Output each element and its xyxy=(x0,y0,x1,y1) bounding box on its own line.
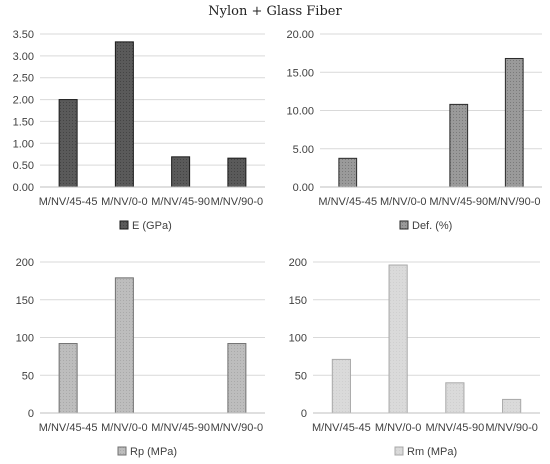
y-tick-label: 15.00 xyxy=(286,67,314,79)
bar xyxy=(114,277,134,414)
x-tick-label: M/NV/45-90 xyxy=(151,196,210,208)
x-tick-label: M/NV/0-0 xyxy=(101,422,147,434)
bar xyxy=(227,157,247,188)
x-tick-label: M/NV/45-90 xyxy=(429,196,488,208)
y-tick-label: 2.50 xyxy=(13,73,34,85)
x-tick-label: M/NV/0-0 xyxy=(375,422,421,434)
y-tick-label: 1.50 xyxy=(13,116,34,128)
legend-label: Rm (MPa) xyxy=(407,446,457,458)
y-tick-label: 0 xyxy=(301,408,307,420)
bar xyxy=(227,343,247,414)
bar xyxy=(338,157,358,188)
x-tick-label: M/NV/90-0 xyxy=(211,196,264,208)
x-tick-label: M/NV/90-0 xyxy=(488,196,541,208)
y-tick-label: 50 xyxy=(22,370,34,382)
chart-title: Nylon + Glass Fiber xyxy=(208,4,342,19)
bar xyxy=(114,41,134,188)
y-tick-label: 3.00 xyxy=(13,51,34,63)
bar xyxy=(331,358,351,414)
y-tick-label: 0 xyxy=(28,408,34,420)
y-tick-label: 200 xyxy=(289,257,307,269)
legend-swatch xyxy=(119,220,129,230)
y-tick-label: 20.00 xyxy=(286,29,314,41)
y-tick-label: 50 xyxy=(295,370,307,382)
y-tick-label: 1.00 xyxy=(13,138,34,150)
y-tick-label: 150 xyxy=(289,295,307,307)
bar xyxy=(449,103,469,188)
y-tick-label: 10.00 xyxy=(286,106,314,118)
legend-swatch xyxy=(399,220,409,230)
legend-label: Def. (%) xyxy=(412,220,452,232)
y-tick-label: 0.50 xyxy=(13,160,34,172)
y-tick-label: 0.00 xyxy=(293,182,314,194)
y-tick-label: 0.00 xyxy=(13,182,34,194)
x-tick-label: M/NV/45-45 xyxy=(39,196,98,208)
x-tick-label: M/NV/0-0 xyxy=(380,196,426,208)
chart-panel-3: 0 50 100 150 200 M/NV/45-45 M/NV/0-0 M/NV/45-90… xyxy=(16,257,265,458)
x-tick-label: M/NV/0-0 xyxy=(101,196,147,208)
chart-panel-4: 0 50 100 150 200 M/NV/45-45 M/NV/0-0 M/NV/45-90… xyxy=(289,257,540,458)
x-tick-label: M/NV/45-45 xyxy=(312,422,371,434)
y-tick-label: 150 xyxy=(16,295,34,307)
y-tick-label: 100 xyxy=(289,333,307,345)
y-tick-label: 2.00 xyxy=(13,95,34,107)
x-tick-label: M/NV/45-90 xyxy=(151,422,210,434)
x-tick-label: M/NV/45-45 xyxy=(39,422,98,434)
legend-swatch xyxy=(394,446,404,456)
bar xyxy=(388,264,408,414)
bar xyxy=(58,99,78,188)
legend-label: Rp (MPa) xyxy=(130,446,177,458)
x-tick-label: M/NV/45-45 xyxy=(318,196,377,208)
chart-panel-2: 0.00 5.00 10.00 15.00 20.00 M/NV/45-45 M/NV/0-… xyxy=(286,29,542,232)
bar xyxy=(504,57,524,188)
bar xyxy=(502,398,522,414)
x-tick-label: M/NV/90-0 xyxy=(211,422,264,434)
legend-swatch xyxy=(117,446,127,456)
y-tick-label: 200 xyxy=(16,257,34,269)
y-tick-label: 100 xyxy=(16,333,34,345)
chart-panel-1: 0.00 0.50 1.00 1.50 2.00 2.50 3.00 3.50 M/NV/45-… xyxy=(13,29,265,232)
bar xyxy=(171,156,191,188)
y-tick-label: 5.00 xyxy=(293,144,314,156)
y-tick-label: 3.50 xyxy=(13,29,34,41)
x-tick-label: M/NV/90-0 xyxy=(485,422,538,434)
bar xyxy=(445,382,465,414)
legend-label: E (GPa) xyxy=(132,220,172,232)
bar xyxy=(58,343,78,414)
x-tick-label: M/NV/45-90 xyxy=(426,422,485,434)
